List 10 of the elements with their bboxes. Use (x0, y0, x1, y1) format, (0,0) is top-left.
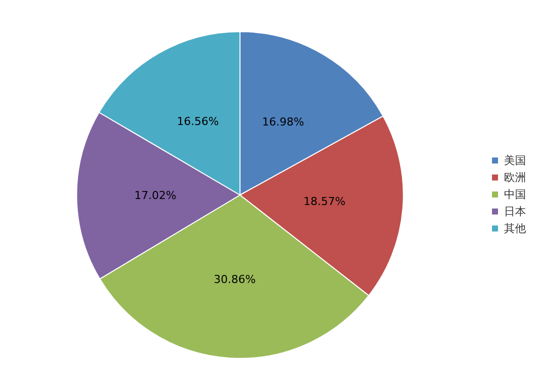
legend-label: 日本 (504, 205, 526, 218)
legend-label: 欧洲 (504, 171, 526, 184)
data-label: 30.86% (214, 273, 256, 286)
legend-label: 美国 (504, 154, 526, 167)
legend-label: 其他 (504, 222, 526, 235)
data-label: 16.56% (176, 115, 219, 128)
data-label: 17.02% (134, 188, 176, 202)
legend-label: 中国 (504, 188, 526, 201)
data-label: 18.57% (303, 195, 346, 208)
data-label: 16.98% (262, 116, 304, 129)
